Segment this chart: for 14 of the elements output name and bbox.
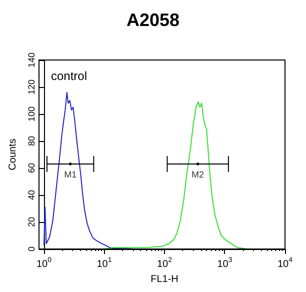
y-tick-label: 140 [26,52,36,68]
x-axis-title: FL1-H [150,274,178,285]
y-tick-label: 0 [26,246,36,252]
annotation: control [51,69,88,83]
y-tick-label: 80 [26,136,36,146]
y-tick-label: 40 [26,190,36,200]
annotation: M2 [192,169,204,180]
annotation: M1 [64,169,77,180]
y-tick-label: 120 [26,79,36,95]
y-tick-label: 60 [26,162,36,174]
y-axis-title: Counts [8,138,18,170]
y-tick-label: 20 [26,216,36,228]
chart-title: A2058 [126,10,180,30]
y-tick-label: 100 [26,106,36,122]
